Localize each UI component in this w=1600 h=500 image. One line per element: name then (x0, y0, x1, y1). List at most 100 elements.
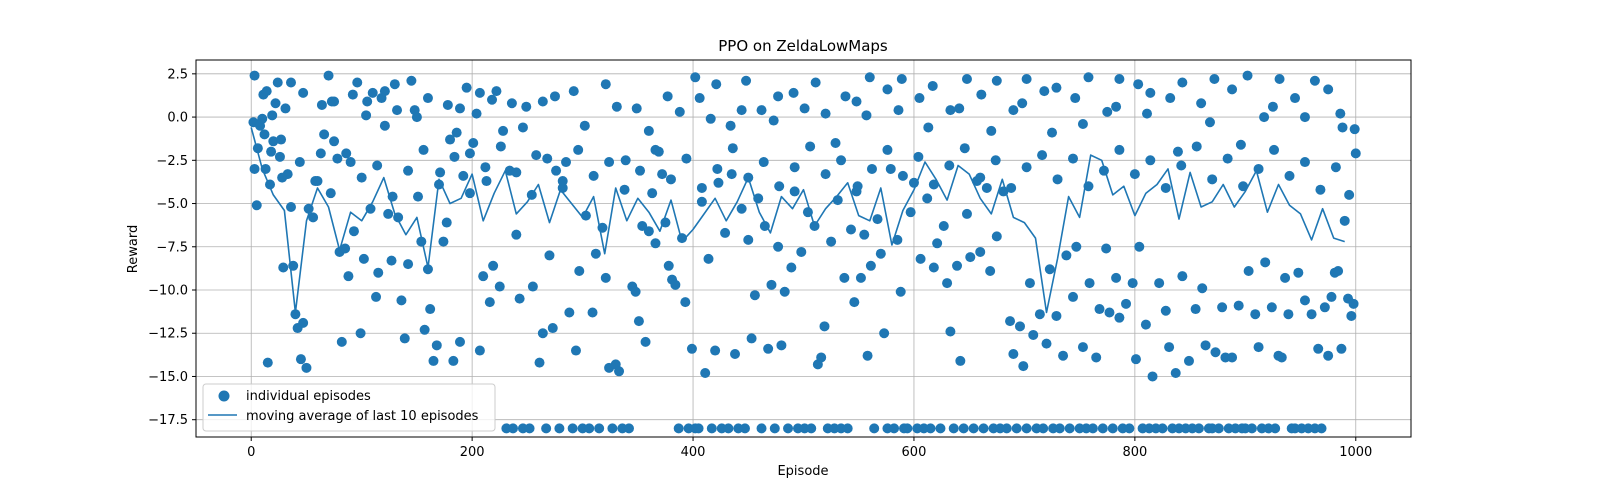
scatter-point (826, 236, 837, 247)
scatter-point (842, 423, 853, 434)
scatter-point (392, 105, 403, 116)
scatter-point (1021, 74, 1032, 85)
scatter-point (431, 340, 442, 351)
scatter-point (819, 321, 830, 332)
plot-area (195, 59, 1412, 438)
scatter-point (484, 297, 495, 308)
y-tick-label: −17.5 (148, 413, 188, 428)
scatter-point (580, 210, 591, 221)
scatter-point (749, 290, 760, 301)
scatter-point (1034, 309, 1045, 320)
scatter-point (551, 165, 562, 176)
scatter-point (756, 105, 767, 116)
scatter-point (633, 316, 644, 327)
scatter-point (958, 423, 969, 434)
scatter-point (944, 160, 955, 171)
scatter-point (743, 234, 754, 245)
scatter-point (554, 423, 565, 434)
scatter-point (1134, 241, 1145, 252)
scatter-point (419, 324, 430, 335)
scatter-point (862, 350, 873, 361)
scatter-point (323, 70, 334, 81)
scatter-point (537, 328, 548, 339)
scatter-point (448, 355, 459, 366)
scatter-point (262, 357, 273, 368)
scatter-point (1260, 257, 1271, 268)
y-tick-label: −15.0 (148, 370, 188, 385)
scatter-point (508, 423, 519, 434)
scatter-point (1183, 355, 1194, 366)
scatter-point (1190, 304, 1201, 315)
scatter-point (869, 423, 880, 434)
scatter-point (879, 328, 890, 339)
scatter-point (727, 143, 738, 154)
scatter-point (1323, 84, 1334, 95)
scatter-point (1017, 98, 1028, 109)
scatter-point (769, 423, 780, 434)
scatter-point (851, 96, 862, 107)
scatter-point (763, 343, 774, 354)
scatter-point (1018, 361, 1029, 372)
scatter-point (1114, 312, 1125, 323)
scatter-point (604, 157, 615, 168)
scatter-point (399, 333, 410, 344)
y-axis: 2.5 0.0 −2.5 −5.0 −7.5 −10.0 −12.5 −15.0 −17.5 (148, 67, 196, 428)
scatter-point (1001, 423, 1012, 434)
scatter-point (1253, 342, 1264, 353)
scatter-point (779, 286, 790, 297)
scatter-point (266, 146, 277, 157)
legend[interactable]: individual episodes moving average of la… (202, 383, 496, 432)
scatter-point (319, 129, 330, 140)
scatter-point (274, 151, 285, 162)
scatter-point (1070, 93, 1081, 104)
scatter-point (579, 120, 590, 131)
scatter-point (922, 193, 933, 204)
y-tick-label: 0.0 (167, 111, 188, 126)
scatter-point (261, 86, 272, 97)
line-series (250, 127, 1345, 314)
scatter-point (1011, 423, 1022, 434)
scatter-point (474, 87, 485, 98)
scatter-point (712, 163, 723, 174)
scatter-point (301, 362, 312, 373)
scatter-point (362, 96, 373, 107)
scatter-point (1021, 162, 1032, 173)
scatter-point (438, 236, 449, 247)
scatter-point (820, 108, 831, 119)
scatter-point (975, 246, 986, 257)
scatter-point (495, 141, 506, 152)
scatter-point (1336, 343, 1347, 354)
scatter-point (1145, 155, 1156, 166)
scatter-point (961, 208, 972, 219)
scatter-point (674, 106, 685, 117)
scatter-point (773, 91, 784, 102)
scatter-point (796, 246, 807, 257)
scatter-point (710, 345, 721, 356)
scatter-point (928, 262, 939, 273)
scatter-point (310, 176, 321, 187)
scatter-point (251, 200, 262, 211)
scatter-point (1142, 108, 1153, 119)
scatter-point (954, 103, 965, 114)
scatter-point (458, 170, 469, 181)
scatter-point (756, 423, 767, 434)
legend-label-line: moving average of last 10 episodes (246, 409, 479, 424)
scatter-point (723, 423, 734, 434)
scatter-point (810, 77, 821, 88)
scatter-point (952, 260, 963, 271)
scatter-point (1177, 271, 1188, 282)
scatter-point (806, 423, 817, 434)
scatter-point (355, 328, 366, 339)
scatter-point (1283, 309, 1294, 320)
scatter-point (290, 309, 301, 320)
scatter-point (705, 113, 716, 124)
scatter-point (1147, 371, 1158, 382)
scatter-point (1235, 139, 1246, 150)
scatter-point (959, 143, 970, 154)
scatter-point (1323, 350, 1334, 361)
scatter-point (706, 423, 717, 434)
scatter-point (1114, 74, 1125, 85)
scatter-point (383, 208, 394, 219)
scatter-point (623, 423, 634, 434)
scatter-point (537, 96, 548, 107)
